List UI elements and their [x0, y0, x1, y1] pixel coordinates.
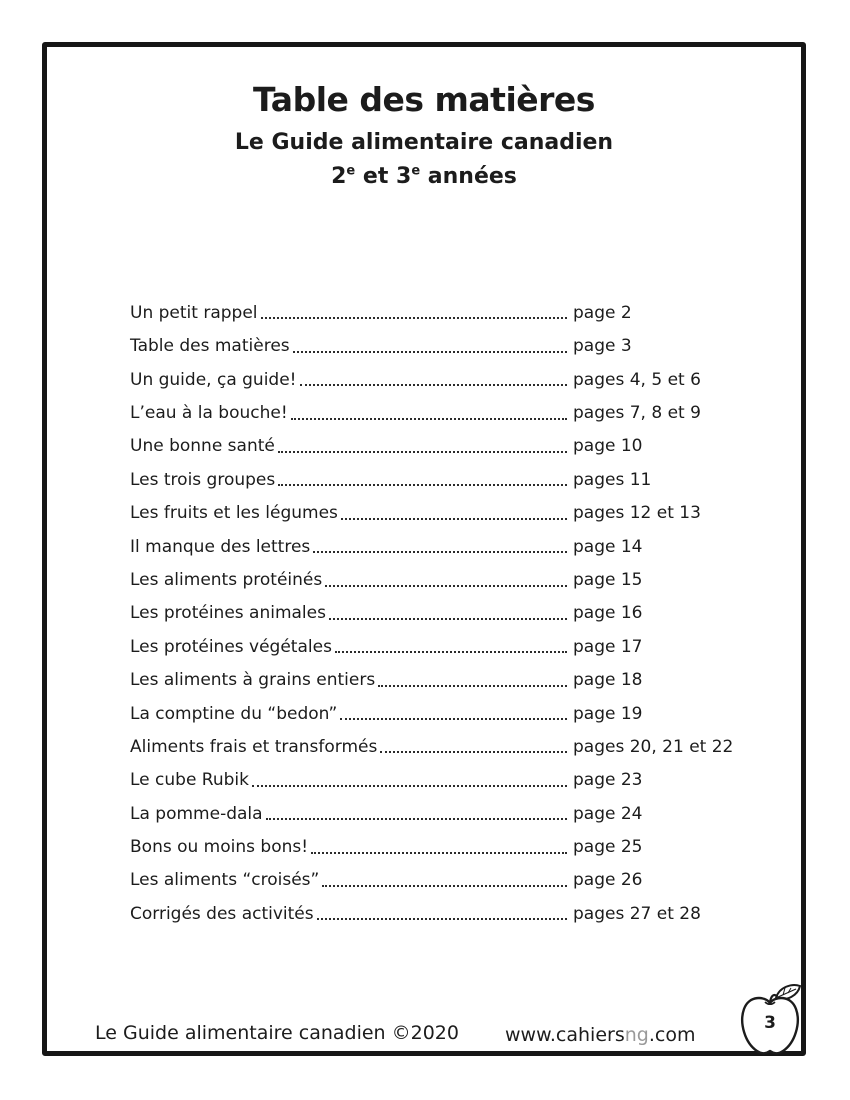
- toc-entry-title: Les aliments “croisés”: [130, 870, 320, 891]
- dotted-leader: [340, 517, 567, 520]
- page-subtitle: Le Guide alimentaire canadien: [234, 130, 614, 155]
- footer-website: www.cahiersng.com: [505, 1025, 695, 1046]
- toc-entry-title: Aliments frais et transformés: [130, 736, 378, 757]
- toc-entry-title: La pomme-dala: [130, 803, 263, 824]
- toc-row: Les trois groupes pages 11: [130, 457, 707, 490]
- toc-entry-page: page 26: [573, 870, 643, 891]
- grade-number-1: 2: [331, 164, 347, 189]
- toc-row: Aliments frais et transformés pages 20, …: [130, 724, 734, 757]
- dotted-leader: [380, 751, 567, 754]
- toc-entry-title: Les trois groupes: [130, 469, 276, 490]
- toc-row: Les aliments protéinés page 15: [130, 557, 707, 590]
- toc-row: La comptine du “bedon” page 19: [130, 691, 707, 724]
- toc-entry-title: Les protéines végétales: [130, 636, 332, 657]
- dotted-leader: [299, 384, 567, 387]
- dotted-leader: [277, 450, 567, 453]
- toc-entry-title: Bons ou moins bons!: [130, 837, 309, 858]
- page-number: 3: [764, 1013, 776, 1033]
- dotted-leader: [316, 918, 567, 921]
- toc-row: Les aliments à grains entiers page 18: [130, 657, 707, 690]
- toc-entry-title: La comptine du “bedon”: [130, 703, 338, 724]
- toc-row: Les protéines végétales page 17: [130, 624, 707, 657]
- toc-entry-page: page 15: [573, 569, 643, 590]
- grade-line: 2e et 3e années: [47, 163, 801, 189]
- toc-entry-page: page 14: [573, 536, 643, 557]
- toc-entry-page: page 25: [573, 837, 643, 858]
- dotted-leader: [290, 417, 567, 420]
- toc-row: Les protéines animales page 16: [130, 591, 707, 624]
- document-header: Table des matières Le Guide alimentaire …: [47, 83, 801, 188]
- toc-entry-title: Les fruits et les légumes: [130, 503, 338, 524]
- toc-row: Un guide, ça guide! pages 4, 5 et 6: [130, 357, 707, 390]
- toc-entry-page: pages 11: [573, 469, 652, 490]
- footer-copyright: Le Guide alimentaire canadien ©2020: [95, 1022, 459, 1044]
- toc-row: Une bonne santé page 10: [130, 424, 707, 457]
- toc-entry-page: pages 12 et 13: [573, 503, 701, 524]
- toc-row: L’eau à la bouche! pages 7, 8 et 9: [130, 390, 707, 423]
- toc-entry-page: page 17: [573, 636, 643, 657]
- page-border-frame: Table des matières Le Guide alimentaire …: [42, 42, 806, 1056]
- grade-sup-2: e: [411, 163, 421, 179]
- apple-page-badge: 3: [735, 983, 805, 1057]
- toc-entry-page: pages 4, 5 et 6: [573, 369, 701, 390]
- toc-entry-title: Les aliments protéinés: [130, 569, 323, 590]
- toc-entry-title: L’eau à la bouche!: [130, 403, 288, 424]
- grade-sup-1: e: [346, 163, 356, 179]
- toc-entry-page: pages 27 et 28: [573, 903, 701, 924]
- toc-entry-page: page 2: [573, 302, 632, 323]
- website-ng: ng: [624, 1024, 649, 1046]
- toc-row: Bons ou moins bons! page 25: [130, 824, 707, 857]
- toc-entry-title: Il manque des lettres: [130, 536, 311, 557]
- dotted-leader: [340, 718, 567, 721]
- toc-row: Corrigés des activités pages 27 et 28: [130, 891, 707, 924]
- toc-entry-title: Une bonne santé: [130, 436, 275, 457]
- toc-row: Table des matières page 3: [130, 323, 707, 356]
- toc-row: Les fruits et les légumes pages 12 et 13: [130, 490, 707, 523]
- toc-entry-page: page 10: [573, 436, 643, 457]
- dotted-leader: [292, 350, 567, 353]
- toc-entry-title: Table des matières: [130, 336, 290, 357]
- toc-entry-title: Un guide, ça guide!: [130, 369, 297, 390]
- dotted-leader: [311, 851, 567, 854]
- toc-list: Un petit rappel page 2 Table des matière…: [130, 290, 734, 924]
- dotted-leader: [260, 317, 567, 320]
- toc-row: Un petit rappel page 2: [130, 290, 707, 323]
- toc-entry-page: page 23: [573, 770, 643, 791]
- toc-row: Il manque des lettres page 14: [130, 524, 707, 557]
- dotted-leader: [322, 885, 567, 888]
- dotted-leader: [265, 818, 567, 821]
- grade-rest: années: [420, 164, 517, 189]
- toc-entry-page: page 24: [573, 803, 643, 824]
- dotted-leader: [313, 551, 567, 554]
- toc-row: Le cube Rubik page 23: [130, 757, 707, 790]
- toc-entry-page: page 18: [573, 670, 643, 691]
- page-title: Table des matières: [253, 80, 595, 119]
- toc-entry-page: page 3: [573, 336, 632, 357]
- website-prefix: www.cahiers: [505, 1024, 625, 1046]
- dotted-leader: [325, 584, 567, 587]
- apple-icon: 3: [741, 984, 802, 1055]
- toc-entry-page: page 19: [573, 703, 643, 724]
- dotted-leader: [378, 684, 567, 687]
- grade-middle: et 3: [355, 164, 412, 189]
- website-suffix: .com: [648, 1024, 696, 1046]
- toc-entry-title: Les protéines animales: [130, 603, 326, 624]
- dotted-leader: [334, 651, 567, 654]
- dotted-leader: [328, 617, 567, 620]
- dotted-leader: [252, 784, 567, 787]
- toc-entry-page: pages 20, 21 et 22: [573, 736, 734, 757]
- toc-row: Les aliments “croisés” page 26: [130, 858, 707, 891]
- toc-entry-title: Un petit rappel: [130, 302, 258, 323]
- toc-entry-title: Corrigés des activités: [130, 903, 314, 924]
- dotted-leader: [278, 484, 567, 487]
- toc-row: La pomme-dala page 24: [130, 791, 707, 824]
- toc-entry-page: page 16: [573, 603, 643, 624]
- toc-entry-page: pages 7, 8 et 9: [573, 403, 701, 424]
- toc-entry-title: Le cube Rubik: [130, 770, 249, 791]
- toc-entry-title: Les aliments à grains entiers: [130, 670, 376, 691]
